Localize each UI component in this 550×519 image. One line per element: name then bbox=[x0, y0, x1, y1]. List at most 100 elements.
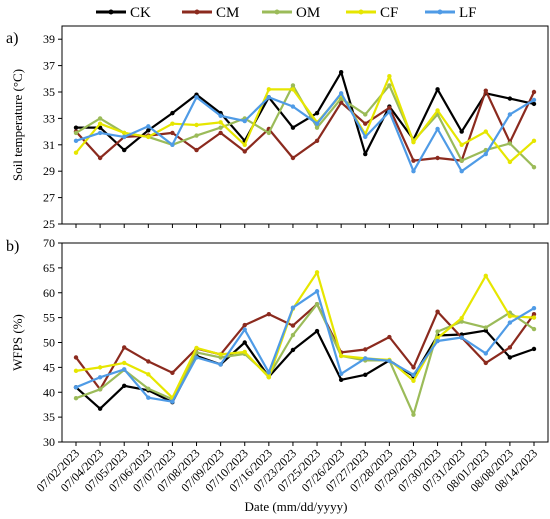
series-cf bbox=[73, 270, 537, 400]
data-point bbox=[97, 121, 103, 126]
data-point bbox=[146, 372, 151, 377]
legend-item-cf: CF bbox=[346, 5, 398, 21]
data-point bbox=[531, 101, 537, 107]
data-point bbox=[531, 326, 537, 332]
data-point bbox=[363, 112, 368, 117]
data-point bbox=[266, 311, 272, 317]
data-point bbox=[314, 301, 320, 307]
data-point bbox=[338, 371, 344, 377]
data-point bbox=[531, 89, 537, 95]
data-point bbox=[194, 133, 199, 138]
data-point bbox=[194, 345, 199, 351]
data-point bbox=[338, 377, 344, 383]
data-point bbox=[266, 375, 272, 380]
y-tick-label: 60 bbox=[43, 286, 55, 300]
y-tick-label: 30 bbox=[43, 435, 55, 449]
data-point bbox=[146, 124, 151, 129]
y-tick-label: 55 bbox=[43, 311, 55, 325]
data-point bbox=[363, 347, 368, 352]
series-line-cm bbox=[75, 303, 535, 391]
data-point bbox=[314, 289, 320, 294]
data-point bbox=[411, 412, 416, 417]
legend-swatch-marker bbox=[194, 9, 200, 15]
data-point bbox=[146, 395, 151, 400]
data-point bbox=[97, 365, 103, 370]
series-line-cf bbox=[75, 271, 535, 399]
data-point bbox=[531, 97, 537, 103]
data-point bbox=[73, 355, 79, 360]
data-point bbox=[459, 335, 464, 340]
data-point bbox=[290, 87, 296, 92]
data-point bbox=[507, 141, 513, 146]
series-lf bbox=[73, 289, 537, 404]
data-point bbox=[483, 273, 488, 279]
data-point bbox=[290, 83, 296, 88]
data-point bbox=[97, 387, 103, 392]
data-point bbox=[363, 134, 368, 140]
data-point bbox=[242, 327, 247, 332]
series-om bbox=[73, 83, 537, 170]
data-point bbox=[73, 138, 79, 144]
data-point bbox=[73, 130, 79, 136]
data-point bbox=[122, 367, 127, 372]
data-point bbox=[363, 372, 368, 378]
data-point bbox=[387, 73, 392, 79]
data-point bbox=[314, 121, 320, 126]
data-point bbox=[242, 340, 247, 345]
data-point bbox=[266, 95, 272, 100]
data-point bbox=[531, 346, 537, 352]
data-point bbox=[97, 116, 103, 121]
series-line-ck bbox=[76, 71, 535, 156]
y-tick-label: 33 bbox=[43, 111, 55, 125]
panel-a-soil-temperature: a) 25 27 29 31 33 35 37 39 Soil temperature (°C) bbox=[6, 25, 549, 231]
data-point bbox=[483, 151, 488, 157]
y-tick-label: 31 bbox=[43, 138, 55, 152]
data-point bbox=[218, 362, 223, 367]
data-point bbox=[73, 385, 79, 390]
data-point bbox=[459, 319, 464, 324]
legend-item-om: OM bbox=[262, 5, 320, 21]
data-point bbox=[290, 347, 296, 353]
data-point bbox=[338, 353, 344, 359]
series-cf bbox=[73, 73, 537, 165]
legend-label: OM bbox=[296, 5, 320, 21]
data-point bbox=[507, 112, 513, 117]
data-point bbox=[218, 125, 223, 130]
data-point bbox=[194, 122, 199, 128]
y-tick-label: 29 bbox=[43, 164, 55, 178]
y-tick-label: 37 bbox=[43, 59, 55, 73]
data-point bbox=[531, 311, 537, 317]
data-point bbox=[435, 309, 440, 314]
data-point bbox=[146, 128, 151, 133]
data-point bbox=[531, 138, 537, 144]
legend-item-cm: CM bbox=[182, 5, 239, 21]
data-point bbox=[218, 113, 223, 118]
data-point bbox=[266, 130, 272, 136]
data-point bbox=[242, 142, 247, 147]
data-point bbox=[459, 158, 464, 163]
data-point bbox=[242, 322, 247, 328]
data-point bbox=[290, 104, 296, 109]
data-point bbox=[483, 325, 488, 330]
data-point bbox=[435, 108, 440, 113]
series-line-om bbox=[75, 303, 535, 416]
data-point bbox=[122, 360, 127, 366]
data-point bbox=[122, 345, 127, 350]
panel-label: a) bbox=[6, 30, 18, 47]
data-point bbox=[290, 125, 296, 130]
data-point bbox=[507, 159, 513, 165]
data-point bbox=[338, 91, 344, 96]
data-point bbox=[194, 95, 199, 100]
data-point bbox=[531, 315, 537, 320]
data-point bbox=[290, 305, 296, 310]
data-point bbox=[122, 147, 127, 153]
data-point bbox=[194, 355, 199, 360]
legend-item-ck: CK bbox=[96, 5, 151, 21]
data-point bbox=[194, 147, 199, 153]
data-point bbox=[314, 110, 320, 116]
data-point bbox=[507, 345, 513, 350]
data-point bbox=[411, 169, 416, 174]
data-point bbox=[290, 155, 296, 161]
